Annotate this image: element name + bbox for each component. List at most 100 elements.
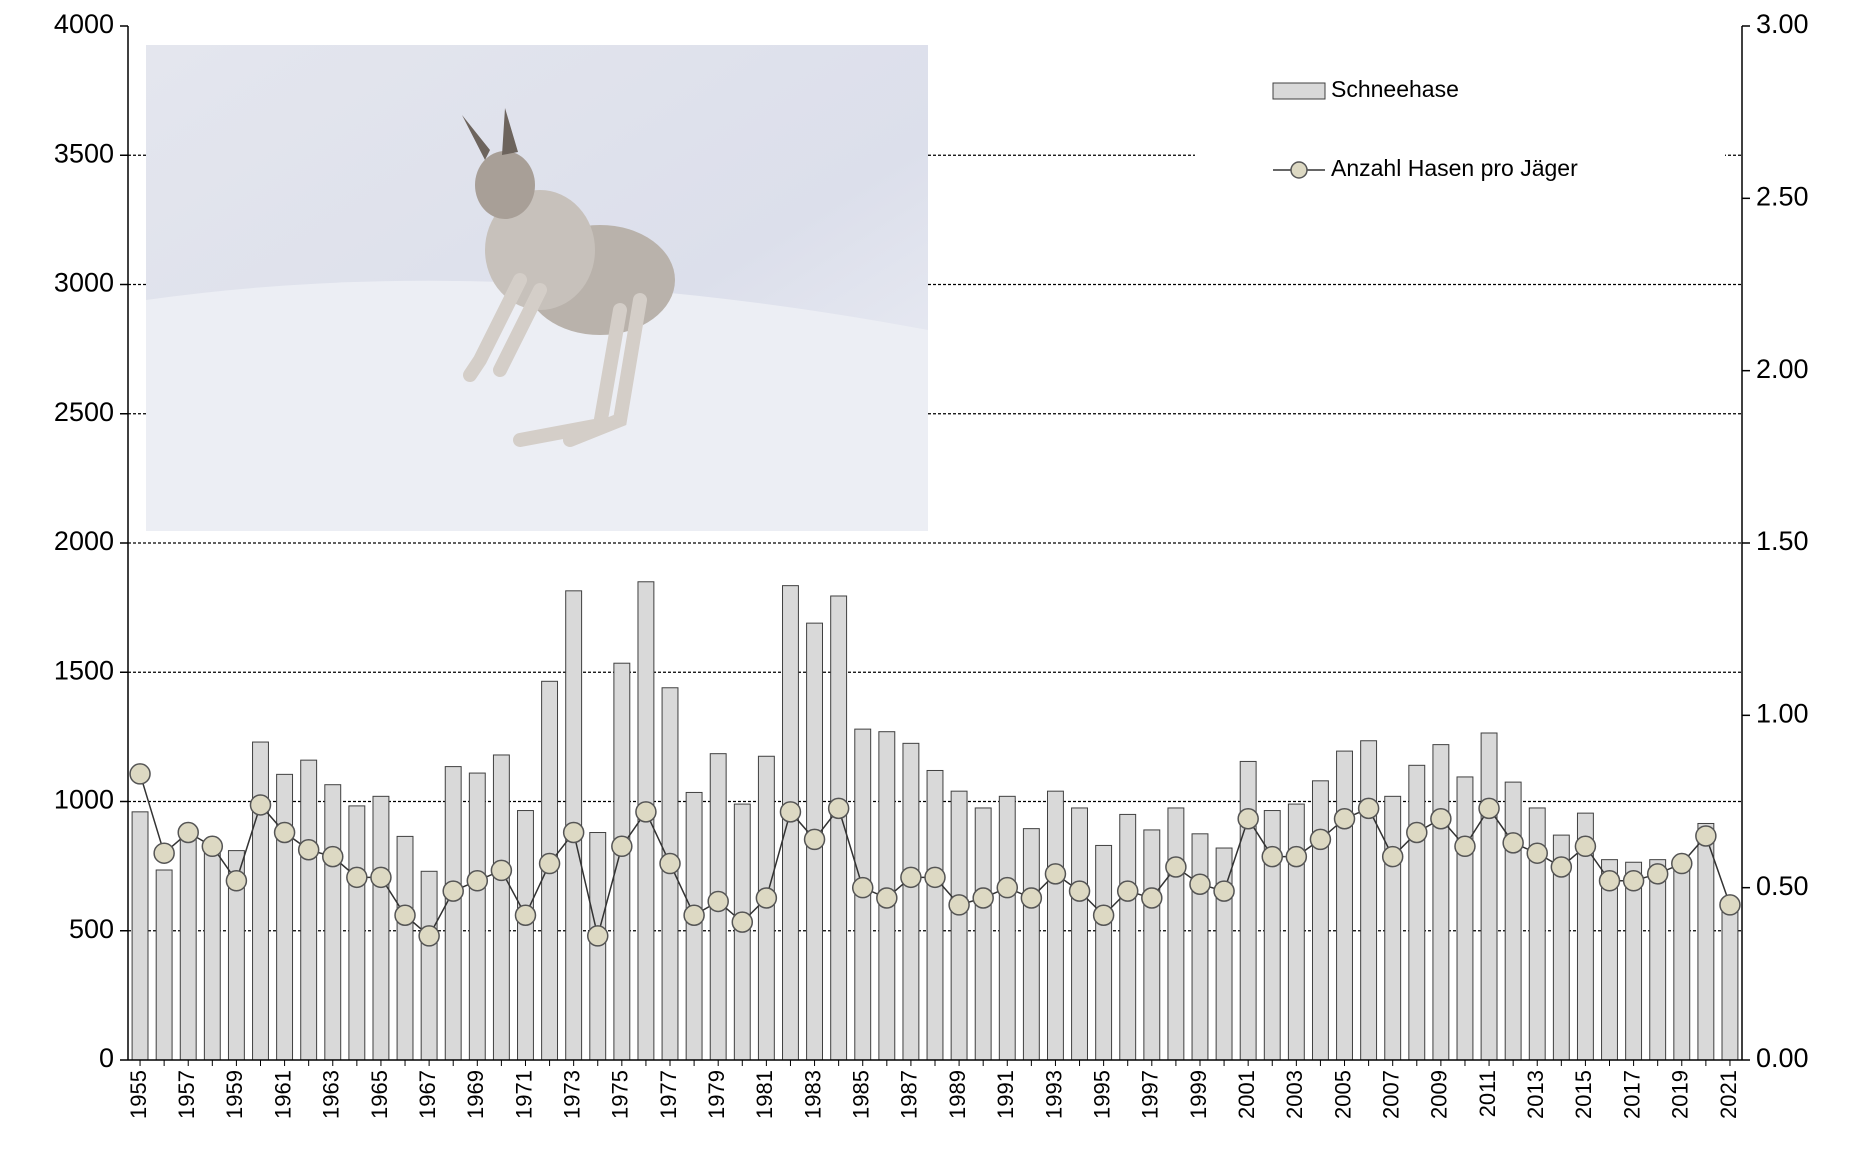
x-tick-label: 1959 xyxy=(222,1070,247,1119)
legend-swatch xyxy=(1272,82,1326,100)
marker xyxy=(755,887,778,909)
marker xyxy=(1406,821,1428,844)
marker xyxy=(586,925,609,947)
bar xyxy=(950,790,968,1061)
marker xyxy=(659,852,681,875)
marker xyxy=(1357,797,1380,820)
marker xyxy=(322,845,344,868)
marker xyxy=(1598,870,1621,892)
bar xyxy=(1432,744,1450,1061)
marker xyxy=(1719,894,1741,916)
marker xyxy=(466,870,489,892)
marker xyxy=(1141,887,1163,909)
x-tick-label: 2009 xyxy=(1427,1070,1452,1119)
marker xyxy=(1285,845,1308,868)
marker xyxy=(1574,835,1597,858)
marker xyxy=(1068,880,1091,902)
marker xyxy=(1189,873,1211,895)
marker xyxy=(225,870,248,892)
marker xyxy=(996,876,1019,899)
legend: Schneehase Anzahl Hasen pro Jäger xyxy=(1195,60,1725,195)
y2-tick-label: 2.50 xyxy=(1756,181,1809,211)
marker xyxy=(249,794,272,816)
x-tick-label: 1993 xyxy=(1041,1070,1066,1119)
y2-tick-label: 2.00 xyxy=(1756,354,1809,384)
bar xyxy=(1456,776,1474,1061)
marker xyxy=(779,801,802,823)
bar xyxy=(902,742,920,1061)
bar xyxy=(468,772,486,1061)
bar xyxy=(1311,780,1329,1061)
marker xyxy=(611,835,633,858)
marker xyxy=(924,866,946,889)
bar xyxy=(1022,828,1040,1061)
x-tick-label: 2021 xyxy=(1716,1070,1741,1119)
marker xyxy=(1695,825,1717,847)
bar xyxy=(782,585,799,1061)
bar xyxy=(155,869,173,1061)
x-tick-label: 1973 xyxy=(559,1070,584,1119)
bar xyxy=(300,759,318,1061)
marker xyxy=(346,866,368,889)
x-tick-label: 1997 xyxy=(1138,1070,1163,1119)
bar xyxy=(1095,844,1113,1061)
marker xyxy=(394,904,416,926)
marker xyxy=(1381,845,1404,868)
hare-photo xyxy=(146,45,928,531)
bar xyxy=(926,769,944,1061)
marker xyxy=(1478,797,1500,820)
x-tick-label: 2019 xyxy=(1668,1070,1693,1119)
marker xyxy=(129,763,151,785)
bar xyxy=(1360,740,1378,1061)
y-tick-label: 4000 xyxy=(54,9,114,39)
marker xyxy=(1309,828,1332,851)
x-tick-label: 2017 xyxy=(1619,1070,1644,1119)
bar xyxy=(252,741,269,1061)
x-tick-label: 1995 xyxy=(1089,1070,1114,1119)
x-tick-label: 2015 xyxy=(1571,1070,1596,1119)
x-tick-label: 1975 xyxy=(608,1070,633,1119)
marker xyxy=(900,866,922,889)
marker xyxy=(1044,863,1067,885)
bar xyxy=(1143,829,1161,1061)
y2-tick-label: 3.00 xyxy=(1756,9,1809,39)
marker xyxy=(707,890,729,913)
x-tick-label: 2005 xyxy=(1330,1070,1355,1119)
bar xyxy=(1191,833,1209,1061)
marker xyxy=(153,842,175,864)
marker xyxy=(635,801,657,823)
y2-tick-label: 1.00 xyxy=(1756,698,1809,728)
y-tick-label: 3000 xyxy=(54,268,114,298)
marker xyxy=(370,866,392,889)
bar xyxy=(1697,822,1715,1061)
bar xyxy=(203,852,221,1061)
y-tick-label: 3500 xyxy=(54,138,114,168)
marker xyxy=(1116,880,1139,902)
marker xyxy=(1165,856,1187,878)
bar xyxy=(517,810,534,1061)
marker xyxy=(201,835,224,858)
marker xyxy=(1622,870,1645,892)
marker xyxy=(948,894,970,916)
marker xyxy=(273,821,296,844)
bar xyxy=(1239,760,1257,1061)
x-tick-label: 1961 xyxy=(270,1070,295,1119)
bar xyxy=(998,795,1016,1061)
x-tick-label: 1983 xyxy=(800,1070,825,1119)
marker xyxy=(1020,887,1043,909)
y-tick-label: 1500 xyxy=(54,655,114,685)
bar xyxy=(324,784,342,1061)
bar xyxy=(372,795,390,1061)
x-tick-label: 2013 xyxy=(1523,1070,1548,1119)
y2-tick-label: 0.50 xyxy=(1756,871,1809,901)
marker xyxy=(1502,832,1524,854)
marker xyxy=(683,904,705,926)
bar xyxy=(276,773,294,1061)
bar xyxy=(1673,860,1691,1061)
bar xyxy=(1649,859,1667,1061)
bar xyxy=(1625,861,1643,1061)
bar xyxy=(420,870,438,1061)
bar xyxy=(1721,904,1739,1061)
bar xyxy=(685,791,703,1061)
marker xyxy=(1550,856,1573,878)
